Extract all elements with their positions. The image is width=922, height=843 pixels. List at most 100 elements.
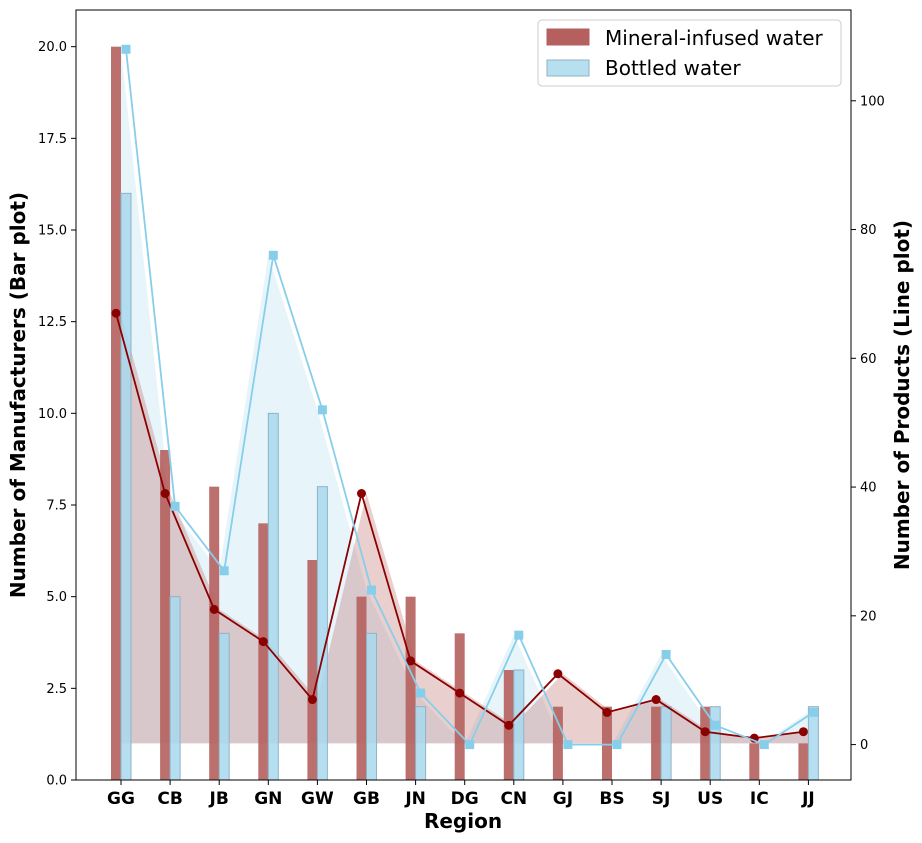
bar-mineral-ic bbox=[749, 743, 760, 780]
point-bottled-bs bbox=[612, 740, 622, 750]
right-tick-label: 20 bbox=[860, 609, 877, 624]
right-y-ticks: 0 20 40 60 80 100 bbox=[851, 94, 885, 753]
point-mineral-gn bbox=[258, 637, 268, 647]
bar-mineral-bs bbox=[602, 706, 612, 780]
bar-mineral-gg bbox=[111, 46, 121, 780]
plot-frame bbox=[75, 9, 852, 781]
point-mineral-sj bbox=[651, 695, 661, 705]
point-mineral-dg bbox=[455, 688, 465, 698]
bar-bottled-gb bbox=[366, 632, 377, 781]
x-tick-label-jj: JJ bbox=[801, 789, 815, 809]
bar-bottled-sj bbox=[660, 706, 672, 781]
point-mineral-gj bbox=[553, 669, 563, 679]
left-tick-label: 10.0 bbox=[38, 407, 67, 422]
point-bottled-gw bbox=[317, 405, 327, 415]
point-bottled-gg bbox=[121, 44, 131, 54]
x-ticks: GG CB JB GN GW GB JN DG CN GJ BS SJ US IC JJ bbox=[107, 780, 815, 809]
left-tick-label: 20.0 bbox=[38, 40, 67, 55]
point-mineral-gb bbox=[357, 489, 366, 499]
left-tick-label: 15.0 bbox=[38, 224, 67, 239]
bar-bottled-gg bbox=[120, 192, 132, 781]
bar-bottled-jn bbox=[415, 706, 427, 781]
left-tick-label: 2.5 bbox=[46, 682, 67, 697]
bar-mineral-jn bbox=[405, 596, 416, 780]
bar-bottled-jb bbox=[218, 632, 230, 781]
point-bottled-cn bbox=[514, 630, 524, 640]
product-lines bbox=[111, 44, 818, 750]
x-tick-label-cb: CB bbox=[157, 789, 182, 809]
bar-mineral-dg bbox=[454, 633, 465, 780]
point-mineral-bs bbox=[602, 707, 612, 717]
left-y-axis-title: Number of Manufacturers (Bar plot) bbox=[6, 192, 30, 598]
x-tick-label-gw: GW bbox=[301, 789, 334, 809]
mineral-area-fill bbox=[121, 313, 809, 744]
point-bottled-gj bbox=[563, 740, 573, 750]
point-bottled-gn bbox=[268, 250, 278, 260]
point-mineral-us bbox=[700, 727, 710, 737]
point-bottled-jb bbox=[219, 566, 229, 576]
point-mineral-jb bbox=[209, 604, 219, 614]
bar-bottled-gn bbox=[267, 412, 279, 781]
left-tick-label: 0.0 bbox=[46, 774, 67, 789]
bar-mineral-jj bbox=[798, 743, 809, 780]
point-mineral-cn bbox=[504, 720, 514, 730]
legend-box bbox=[537, 19, 842, 87]
left-tick-label: 12.5 bbox=[38, 315, 67, 330]
left-y-ticks: 0.0 2.5 5.0 7.5 10.0 12.5 15.0 17.5 20.0 bbox=[38, 40, 76, 789]
x-tick-label-jb: JB bbox=[209, 789, 229, 809]
point-bottled-jj bbox=[808, 707, 818, 717]
right-tick-label: 60 bbox=[860, 352, 877, 367]
right-tick-label: 0 bbox=[860, 738, 868, 753]
point-bottled-sj bbox=[661, 649, 671, 659]
x-tick-label-sj: SJ bbox=[652, 789, 671, 809]
x-tick-label-gg: GG bbox=[107, 789, 135, 809]
bar-mineral-jb bbox=[209, 486, 220, 780]
bar-bottled-cb bbox=[169, 596, 181, 781]
bar-bottled-us bbox=[709, 706, 721, 781]
point-mineral-cb bbox=[160, 489, 170, 499]
x-tick-label-dg: DG bbox=[451, 789, 479, 809]
x-tick-label-gb: GB bbox=[353, 789, 380, 809]
point-bottled-dg bbox=[465, 740, 475, 750]
point-mineral-jn bbox=[406, 656, 416, 666]
right-tick-label: 100 bbox=[860, 94, 885, 109]
x-tick-label-gj: GJ bbox=[553, 789, 573, 809]
bar-mineral-gw bbox=[307, 560, 318, 780]
point-bottled-ic bbox=[759, 740, 769, 750]
x-tick-label-ic: IC bbox=[750, 789, 769, 809]
point-mineral-gg bbox=[111, 308, 121, 318]
right-y-axis-title: Number of Products (Line plot) bbox=[890, 220, 914, 570]
x-tick-label-bs: BS bbox=[599, 789, 624, 809]
point-mineral-gw bbox=[307, 695, 317, 705]
point-bottled-us bbox=[710, 720, 720, 730]
bar-mineral-gj bbox=[552, 706, 563, 780]
bar-mineral-gb bbox=[356, 596, 367, 780]
x-tick-label-us: US bbox=[697, 789, 723, 809]
legend-swatch-bottled bbox=[546, 59, 590, 77]
left-tick-label: 7.5 bbox=[46, 499, 67, 514]
legend-label-mineral: Mineral-infused water bbox=[605, 26, 824, 50]
point-mineral-jj bbox=[798, 727, 808, 737]
legend-swatch-mineral bbox=[546, 28, 590, 46]
left-tick-label: 5.0 bbox=[46, 590, 67, 605]
bar-mineral-gn bbox=[258, 523, 269, 780]
bottled-area-fill bbox=[121, 49, 809, 745]
left-tick-label: 17.5 bbox=[38, 132, 67, 147]
point-bottled-gb bbox=[367, 585, 376, 595]
x-tick-label-jn: JN bbox=[404, 789, 426, 809]
legend-label-bottled: Bottled water bbox=[605, 56, 741, 80]
x-tick-label-cn: CN bbox=[500, 789, 527, 809]
right-tick-label: 40 bbox=[860, 481, 877, 496]
bars bbox=[111, 46, 819, 781]
bar-bottled-jj bbox=[807, 706, 819, 781]
x-tick-label-gn: GN bbox=[254, 789, 282, 809]
legend: Mineral-infused water Bottled water bbox=[537, 19, 842, 87]
right-tick-label: 80 bbox=[860, 223, 877, 238]
axes bbox=[75, 9, 852, 781]
bar-mineral-cb bbox=[160, 450, 171, 780]
x-axis-title: Region bbox=[424, 809, 502, 833]
area-fills bbox=[121, 49, 809, 745]
bar-bottled-gw bbox=[316, 486, 328, 781]
bar-bottled-cn bbox=[513, 669, 525, 781]
